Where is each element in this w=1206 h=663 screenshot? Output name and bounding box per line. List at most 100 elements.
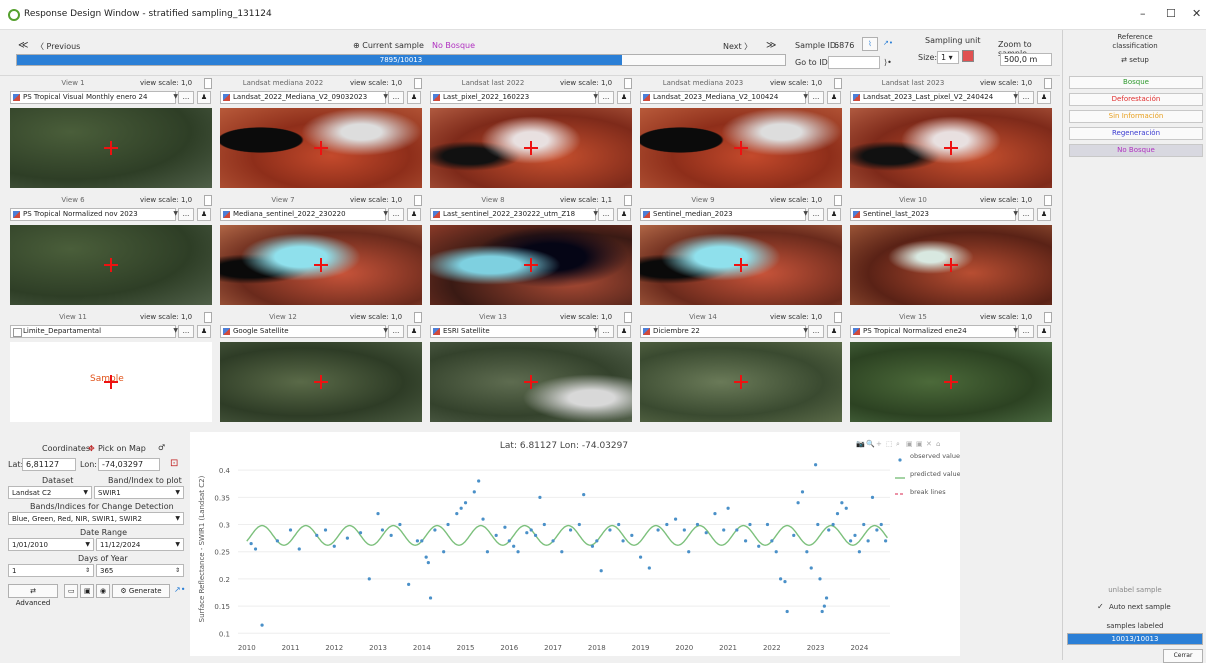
goto-id-button[interactable]: ⟩• <box>884 58 892 67</box>
map-view[interactable] <box>220 225 422 305</box>
zoom-input[interactable]: 500,0 m <box>1000 53 1052 66</box>
layer-select[interactable]: PS Tropical Normalized ene24 <box>850 325 1016 338</box>
map-view[interactable] <box>10 225 212 305</box>
class-button-deforestación[interactable]: Deforestación <box>1069 93 1203 106</box>
generate-button[interactable]: ⚙ Generate <box>112 584 170 598</box>
layer-select[interactable]: Sentinel_median_2023 <box>640 208 806 221</box>
more-options-button[interactable]: ... <box>598 91 614 104</box>
layer-select[interactable]: Last_pixel_2022_160223 <box>430 91 596 104</box>
date-end-input[interactable]: 11/12/2024 ▼ <box>96 538 184 551</box>
view-scale-spinner[interactable] <box>834 312 842 323</box>
pin-icon[interactable]: ♟ <box>617 208 631 221</box>
auto-next-checkbox[interactable]: ✓ <box>1097 602 1104 611</box>
pin-icon[interactable]: ♟ <box>197 208 211 221</box>
layer-select[interactable]: Limite_Departamental <box>10 325 176 338</box>
pin-icon[interactable]: ♟ <box>407 325 421 338</box>
next-button[interactable]: Next 〉 <box>723 42 753 51</box>
sampling-unit-color-button[interactable] <box>962 50 974 62</box>
lat-input[interactable]: 6,81127 <box>22 458 76 471</box>
pin-icon[interactable]: ♟ <box>617 91 631 104</box>
close-dialog-button[interactable]: Cerrar <box>1163 649 1203 663</box>
minimize-button[interactable]: – <box>1140 7 1146 20</box>
date-start-input[interactable]: 1/01/2010 ▼ <box>8 538 94 551</box>
doy-end-input[interactable]: 365 ⇕ <box>96 564 184 577</box>
view-scale-spinner[interactable] <box>624 312 632 323</box>
class-button-sin-información[interactable]: Sin Información <box>1069 110 1203 123</box>
layer-select[interactable]: Landsat_2022_Mediana_V2_09032023 <box>220 91 386 104</box>
more-options-button[interactable]: ... <box>1018 208 1034 221</box>
map-view[interactable] <box>430 342 632 422</box>
layer-select[interactable]: Mediana_sentinel_2022_230220 <box>220 208 386 221</box>
more-options-button[interactable]: ... <box>808 208 824 221</box>
pin-icon[interactable]: ♟ <box>827 208 841 221</box>
current-sample-button[interactable]: ⊕ Current sample <box>353 41 424 50</box>
layer-select[interactable]: Diciembre 22 <box>640 325 806 338</box>
map-view[interactable]: Sample <box>10 342 212 422</box>
first-sample-button[interactable]: ≪ <box>18 40 29 51</box>
pin-icon[interactable]: ♟ <box>617 325 631 338</box>
layer-select[interactable]: ESRI Satellite <box>430 325 596 338</box>
lon-input[interactable]: -74,03297 <box>98 458 160 471</box>
map-view[interactable] <box>220 108 422 188</box>
pin-icon[interactable]: ♟ <box>1037 325 1051 338</box>
layer-select[interactable]: PS Tropical Normalized nov 2023 <box>10 208 176 221</box>
more-options-button[interactable]: ... <box>1018 325 1034 338</box>
locate-icon[interactable]: ⊡ <box>170 458 179 469</box>
map-view[interactable] <box>640 108 842 188</box>
more-options-button[interactable]: ... <box>808 325 824 338</box>
layer-select[interactable]: PS Tropical Visual Monthly enero 24 <box>10 91 176 104</box>
map-view[interactable] <box>850 108 1052 188</box>
view-scale-spinner[interactable] <box>834 78 842 89</box>
view-scale-spinner[interactable] <box>834 195 842 206</box>
pin-icon[interactable]: ♟ <box>197 325 211 338</box>
view-scale-spinner[interactable] <box>1044 78 1052 89</box>
pin-icon[interactable]: ♟ <box>1037 208 1051 221</box>
previous-button[interactable]: 〈 Previous <box>36 42 81 51</box>
class-button-regeneración[interactable]: Regeneración <box>1069 127 1203 140</box>
more-options-button[interactable]: ... <box>178 91 194 104</box>
maximize-button[interactable]: ☐ <box>1166 7 1176 20</box>
pick-point-icon[interactable]: ↗• <box>174 585 186 594</box>
view-scale-spinner[interactable] <box>204 78 212 89</box>
pick-on-map-button[interactable]: Pick on Map <box>98 444 146 453</box>
more-options-button[interactable]: ... <box>388 325 404 338</box>
view-scale-spinner[interactable] <box>1044 195 1052 206</box>
more-options-button[interactable]: ... <box>388 208 404 221</box>
pin-icon[interactable]: ♟ <box>1037 91 1051 104</box>
dataset-select[interactable]: Landsat C2 ▼ <box>8 486 92 499</box>
more-options-button[interactable]: ... <box>178 208 194 221</box>
layer-select[interactable]: Last_sentinel_2022_230222_utm_Z18 <box>430 208 596 221</box>
pick-point-icon[interactable]: ↗• <box>883 39 893 47</box>
more-options-button[interactable]: ... <box>598 208 614 221</box>
map-view[interactable] <box>850 342 1052 422</box>
setup-button[interactable]: ⇄ setup <box>1121 56 1149 64</box>
close-button[interactable]: ✕ <box>1192 7 1202 20</box>
pin-icon[interactable]: ♟ <box>827 91 841 104</box>
layer-select[interactable]: Google Satellite <box>220 325 386 338</box>
chart-toggle-icon[interactable]: ⌇ <box>862 37 878 51</box>
map-view[interactable] <box>10 108 212 188</box>
layer-select[interactable]: Sentinel_last_2023 <box>850 208 1016 221</box>
bands-change-select[interactable]: Blue, Green, Red, NIR, SWIR1, SWIR2 ▼ <box>8 512 184 525</box>
clear-icon[interactable]: ♂ <box>158 443 166 452</box>
save-icon[interactable]: ▣ <box>80 584 94 598</box>
map-view[interactable] <box>640 225 842 305</box>
last-sample-button[interactable]: ≫ <box>766 40 777 51</box>
more-options-button[interactable]: ... <box>598 325 614 338</box>
size-select[interactable]: 1 ▾ <box>937 51 959 64</box>
pin-icon[interactable]: ♟ <box>407 91 421 104</box>
view-scale-spinner[interactable] <box>414 195 422 206</box>
goto-id-input[interactable] <box>828 56 880 69</box>
advanced-button[interactable]: ⇄ Advanced <box>8 584 58 607</box>
settings-icon[interactable]: ◉ <box>96 584 110 598</box>
more-options-button[interactable]: ... <box>178 325 194 338</box>
map-view[interactable] <box>430 225 632 305</box>
pick-on-map-icon[interactable]: ✥ <box>88 444 95 453</box>
class-button-bosque[interactable]: Bosque <box>1069 76 1203 89</box>
folder-icon[interactable]: ▭ <box>64 584 78 598</box>
pin-icon[interactable]: ♟ <box>407 208 421 221</box>
more-options-button[interactable]: ... <box>1018 91 1034 104</box>
pin-icon[interactable]: ♟ <box>827 325 841 338</box>
map-view[interactable] <box>220 342 422 422</box>
more-options-button[interactable]: ... <box>808 91 824 104</box>
